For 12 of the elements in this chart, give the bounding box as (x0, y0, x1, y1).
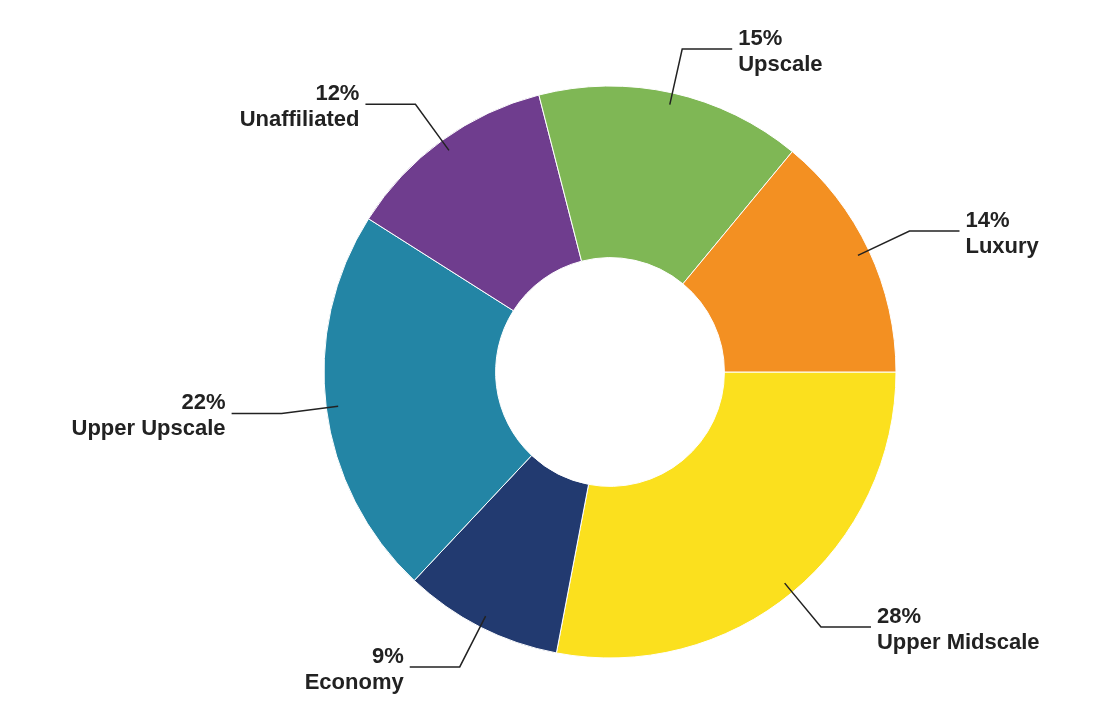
slice-label: Luxury (965, 233, 1040, 259)
slice-label: Unaffiliated (239, 106, 360, 132)
data-label: 9% (371, 642, 404, 668)
data-label: 22% (181, 389, 226, 415)
slice-label: Upscale (738, 50, 823, 76)
data-label: 28% (876, 603, 922, 629)
slice-label: Economy (304, 668, 405, 694)
data-label: 14% (965, 207, 1010, 233)
data-label: 12% (315, 80, 360, 106)
slice-label: Upper Upscale (71, 415, 226, 441)
data-label: 15% (738, 24, 783, 50)
slice-label: Upper Midscale (876, 629, 1040, 655)
